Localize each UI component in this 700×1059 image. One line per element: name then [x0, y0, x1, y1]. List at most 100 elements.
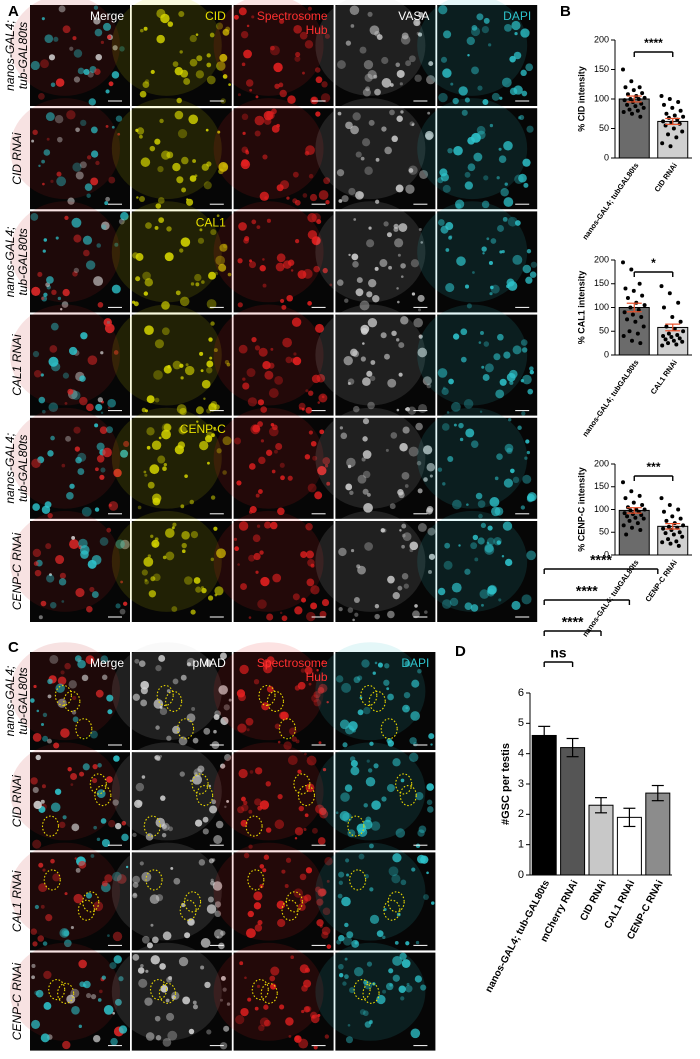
image-speckle: [32, 129, 38, 135]
image-speckle: [488, 260, 493, 266]
image-speckle: [203, 397, 206, 400]
image-speckle: [140, 680, 150, 690]
image-speckle: [281, 869, 286, 874]
data-point: [680, 129, 685, 134]
image-speckle: [480, 522, 487, 528]
data-point: [661, 509, 666, 514]
image-speckle: [167, 1030, 178, 1041]
image-speckle: [224, 754, 232, 762]
image-speckle: [389, 83, 394, 87]
tissue-glow: [213, 942, 324, 1041]
image-speckle: [189, 499, 195, 505]
image-background: [437, 108, 538, 210]
image-speckle: [43, 238, 48, 242]
image-speckle: [188, 114, 199, 125]
data-point: [666, 537, 671, 542]
image-speckle: [247, 397, 258, 407]
image-speckle: [55, 78, 65, 87]
image-speckle: [294, 837, 298, 840]
data-point: [660, 540, 665, 545]
image-speckle: [204, 659, 212, 667]
micrograph: [213, 942, 334, 1051]
image-speckle: [168, 826, 173, 832]
image-speckle: [154, 225, 159, 230]
image-speckle: [472, 271, 475, 274]
image-speckle: [240, 819, 248, 827]
image-speckle: [352, 728, 356, 733]
image-speckle: [218, 263, 227, 272]
micrograph: [315, 407, 436, 519]
image-speckle: [203, 181, 212, 190]
image-speckle: [259, 864, 265, 869]
image-speckle: [52, 873, 61, 882]
image-speckle: [348, 187, 356, 196]
image-speckle: [345, 483, 353, 491]
image-speckle: [96, 455, 105, 463]
image-speckle: [526, 550, 536, 561]
image-speckle: [237, 723, 247, 733]
image-speckle: [287, 475, 293, 481]
image-speckle: [164, 252, 174, 262]
image-speckle: [270, 347, 274, 351]
image-speckle: [183, 78, 191, 85]
image-speckle: [41, 505, 51, 514]
micrograph: [111, 407, 232, 519]
image-speckle: [306, 611, 316, 622]
image-speckle: [336, 939, 342, 945]
image-speckle: [276, 123, 280, 128]
image-speckle: [150, 955, 160, 965]
image-speckle: [273, 62, 283, 73]
image-speckle: [210, 878, 214, 882]
image-speckle: [75, 171, 84, 180]
image-speckle: [40, 799, 45, 804]
image-speckle: [113, 350, 119, 355]
image-speckle: [486, 537, 495, 546]
image-speckle: [243, 800, 248, 805]
image-speckle: [348, 721, 358, 731]
image-speckle: [263, 663, 273, 674]
tissue-glow: [213, 842, 324, 941]
image-speckle: [301, 407, 305, 411]
image-speckle: [345, 40, 352, 46]
image-speckle: [342, 981, 347, 986]
image-speckle: [132, 882, 139, 888]
image-speckle: [113, 468, 122, 478]
image-speckle: [97, 397, 103, 403]
image-speckle: [243, 852, 250, 859]
data-point: [664, 111, 669, 116]
image-speckle: [106, 527, 112, 533]
image-speckle: [200, 938, 211, 948]
image-speckle: [73, 893, 83, 904]
data-point: [631, 500, 636, 505]
image-speckle: [38, 862, 44, 868]
image-speckle: [366, 759, 370, 763]
image-speckle: [337, 60, 346, 69]
image-speckle: [347, 1023, 351, 1027]
image-speckle: [213, 835, 223, 844]
image-speckle: [218, 685, 228, 695]
image-speckle: [470, 604, 479, 612]
image-speckle: [263, 1019, 271, 1027]
image-speckle: [371, 800, 381, 810]
image-speckle: [125, 865, 129, 869]
y-tick-label: 50: [599, 326, 609, 336]
gsc-outline: [63, 690, 81, 712]
image-speckle: [307, 212, 317, 223]
image-speckle: [159, 755, 163, 758]
image-speckle: [405, 985, 413, 993]
image-speckle: [188, 1028, 195, 1035]
image-speckle: [159, 705, 163, 709]
image-speckle: [224, 805, 227, 809]
image-speckle: [359, 46, 367, 54]
data-point: [638, 341, 643, 346]
image-speckle: [368, 278, 377, 288]
image-speckle: [514, 220, 521, 226]
image-speckle: [72, 695, 77, 701]
error-bar: [626, 302, 642, 313]
gsc-outline: [260, 982, 278, 1004]
image-speckle: [226, 362, 231, 367]
image-speckle: [414, 975, 422, 983]
image-speckle: [518, 173, 527, 183]
image-speckle: [311, 827, 318, 834]
image-speckle: [529, 366, 534, 371]
